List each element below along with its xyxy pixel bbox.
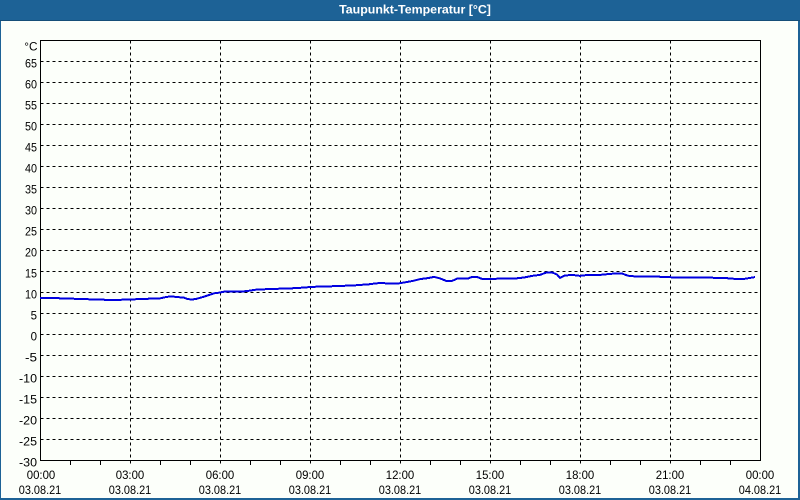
svg-text:-25: -25	[19, 435, 37, 449]
svg-text:45: 45	[25, 141, 37, 155]
svg-text:65: 65	[25, 57, 37, 71]
svg-text:Taupunkt-Temperatur [°C]: Taupunkt-Temperatur [°C]	[339, 2, 491, 16]
svg-text:60: 60	[25, 78, 37, 92]
svg-text:°C: °C	[24, 40, 38, 54]
svg-text:00:00: 00:00	[27, 468, 56, 482]
svg-text:25: 25	[25, 225, 37, 239]
svg-text:18:00: 18:00	[566, 468, 595, 482]
svg-text:06:00: 06:00	[206, 468, 235, 482]
svg-text:15:00: 15:00	[476, 468, 505, 482]
svg-text:21:00: 21:00	[656, 468, 685, 482]
svg-text:40: 40	[25, 162, 37, 176]
svg-text:5: 5	[31, 309, 38, 323]
svg-text:00:00: 00:00	[746, 468, 775, 482]
svg-text:03.08.21: 03.08.21	[379, 483, 422, 497]
svg-text:0: 0	[31, 330, 38, 344]
svg-text:03.08.21: 03.08.21	[649, 483, 692, 497]
svg-text:-30: -30	[19, 456, 37, 470]
svg-text:03.08.21: 03.08.21	[469, 483, 512, 497]
svg-text:55: 55	[25, 99, 37, 113]
svg-text:03.08.21: 03.08.21	[199, 483, 242, 497]
svg-text:03.08.21: 03.08.21	[559, 483, 602, 497]
svg-text:-15: -15	[19, 393, 37, 407]
svg-text:03.08.21: 03.08.21	[289, 483, 332, 497]
svg-text:03:00: 03:00	[116, 468, 145, 482]
svg-text:10: 10	[25, 288, 37, 302]
svg-text:-5: -5	[25, 351, 37, 365]
svg-text:15: 15	[25, 267, 37, 281]
svg-text:03.08.21: 03.08.21	[19, 483, 62, 497]
svg-text:04.08.21: 04.08.21	[739, 483, 782, 497]
svg-text:03.08.21: 03.08.21	[109, 483, 152, 497]
svg-text:50: 50	[25, 120, 37, 134]
svg-text:35: 35	[25, 183, 37, 197]
svg-text:-20: -20	[19, 414, 37, 428]
svg-text:20: 20	[25, 246, 37, 260]
svg-text:30: 30	[25, 204, 37, 218]
svg-text:12:00: 12:00	[386, 468, 415, 482]
svg-text:-10: -10	[19, 372, 37, 386]
svg-text:09:00: 09:00	[296, 468, 325, 482]
